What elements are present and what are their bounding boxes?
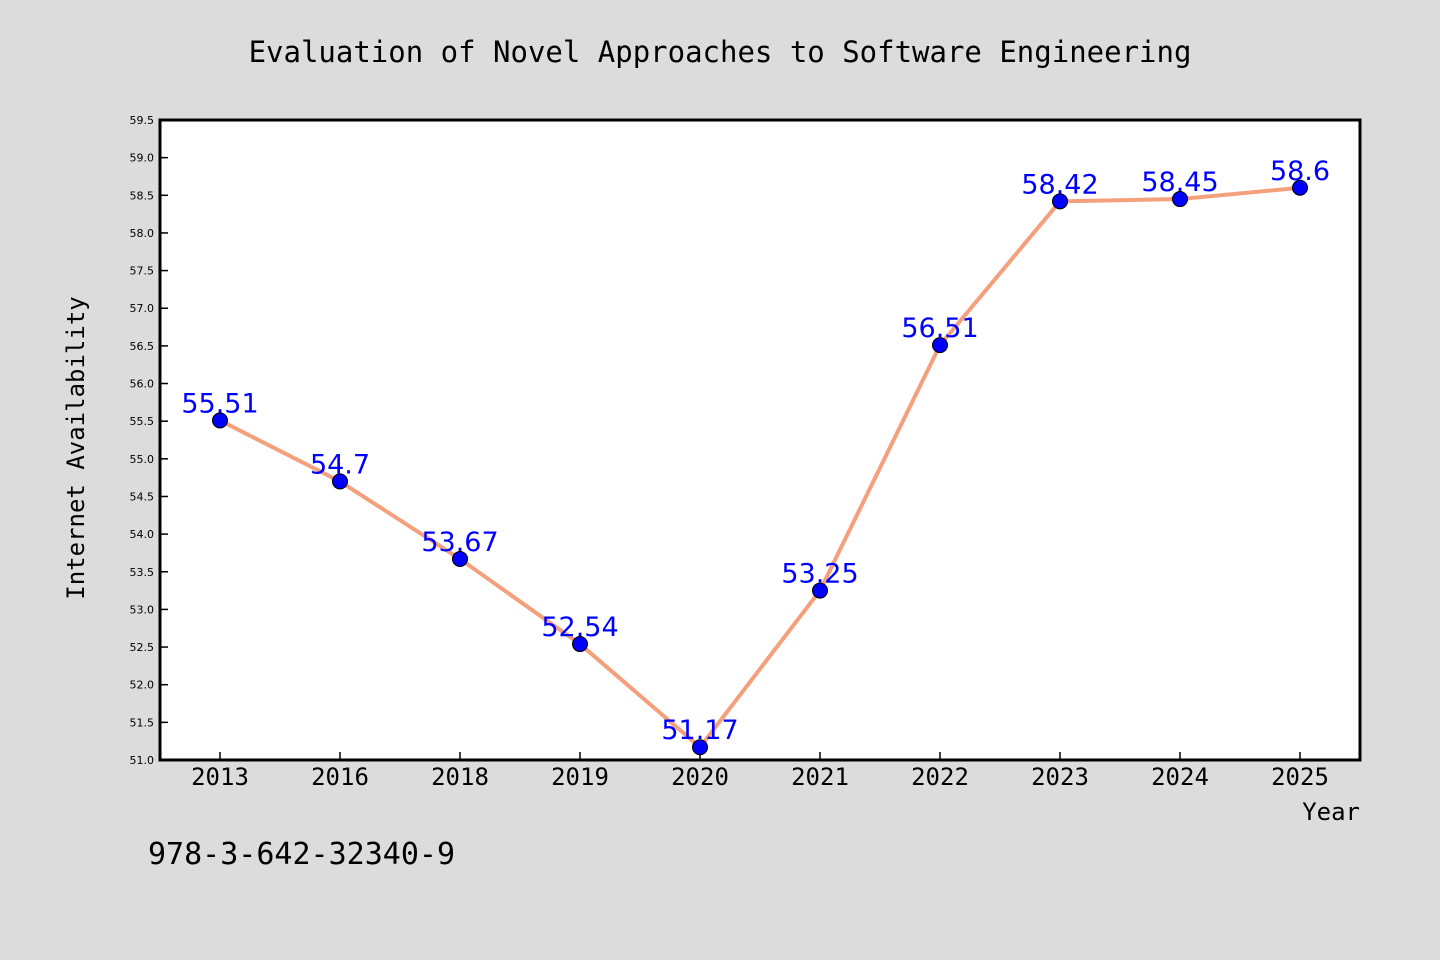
x-axis-label: Year — [1302, 798, 1360, 826]
x-tick-label: 2019 — [551, 763, 609, 791]
x-tick-label: 2024 — [1151, 763, 1209, 791]
data-label: 53.67 — [421, 527, 498, 558]
data-label: 58.6 — [1270, 156, 1330, 187]
y-tick-label: 58.5 — [130, 189, 155, 202]
data-point — [572, 636, 588, 653]
x-tick-label: 2013 — [191, 763, 249, 791]
y-tick-label: 56.0 — [130, 378, 155, 391]
data-label: 52.54 — [541, 612, 618, 643]
y-tick-label: 51.5 — [130, 716, 155, 729]
data-point — [1052, 193, 1068, 210]
data-label: 55.51 — [181, 388, 258, 419]
annotation-text: 978-3-642-32340-9 — [148, 837, 455, 872]
data-point — [332, 473, 348, 490]
y-tick-label: 54.5 — [130, 490, 155, 503]
data-label: 56.51 — [901, 313, 978, 344]
y-tick-label: 59.0 — [130, 152, 155, 165]
data-label: 51.17 — [661, 715, 738, 746]
y-tick-label: 51.0 — [130, 754, 155, 767]
series-0: 55.51 54.7 53.67 52.54 51.17 53.25 56.51 58.42 5… — [181, 156, 1330, 756]
data-point — [1292, 179, 1308, 196]
data-point — [1172, 191, 1188, 208]
x-tick-label: 2021 — [791, 763, 849, 791]
data-label: 58.42 — [1021, 169, 1098, 200]
y-tick-label: 53.0 — [130, 603, 155, 616]
x-tick-label: 2020 — [671, 763, 729, 791]
y-tick-label: 53.5 — [130, 566, 155, 579]
data-point — [452, 550, 468, 567]
y-axis: 51.0 51.5 52.0 52.5 53.0 53.5 54.0 54.5 55.0 55.5… — [130, 114, 168, 767]
plot-area — [158, 118, 1362, 762]
data-point — [932, 337, 948, 354]
y-axis-label: Internet Availability — [62, 296, 90, 599]
data-point — [692, 739, 708, 756]
y-tick-label: 58.0 — [130, 227, 155, 240]
x-axis: 2013 2016 2018 2019 2020 2021 2022 2023 2024 2025 — [191, 752, 1329, 791]
y-tick-label: 52.0 — [130, 679, 155, 692]
y-tick-label: 59.5 — [130, 114, 155, 127]
data-label: 53.25 — [781, 559, 858, 590]
y-tick-label: 55.5 — [130, 415, 155, 428]
y-tick-label: 52.5 — [130, 641, 155, 654]
y-tick-label: 57.0 — [130, 302, 155, 315]
y-tick-label: 55.0 — [130, 453, 155, 466]
chart-title: Evaluation of Novel Approaches to Softwa… — [249, 35, 1192, 69]
y-tick-label: 57.5 — [130, 265, 155, 278]
x-tick-label: 2018 — [431, 763, 489, 791]
data-label: 54.7 — [310, 449, 370, 480]
data-label: 58.45 — [1141, 167, 1218, 198]
y-tick-label: 56.5 — [130, 340, 155, 353]
x-tick-label: 2025 — [1271, 763, 1329, 791]
x-tick-label: 2023 — [1031, 763, 1089, 791]
data-point — [212, 412, 228, 429]
x-tick-label: 2016 — [311, 763, 369, 791]
data-point — [812, 582, 828, 599]
y-tick-label: 54.0 — [130, 528, 155, 541]
series-line — [218, 185, 1302, 750]
x-tick-label: 2022 — [911, 763, 969, 791]
